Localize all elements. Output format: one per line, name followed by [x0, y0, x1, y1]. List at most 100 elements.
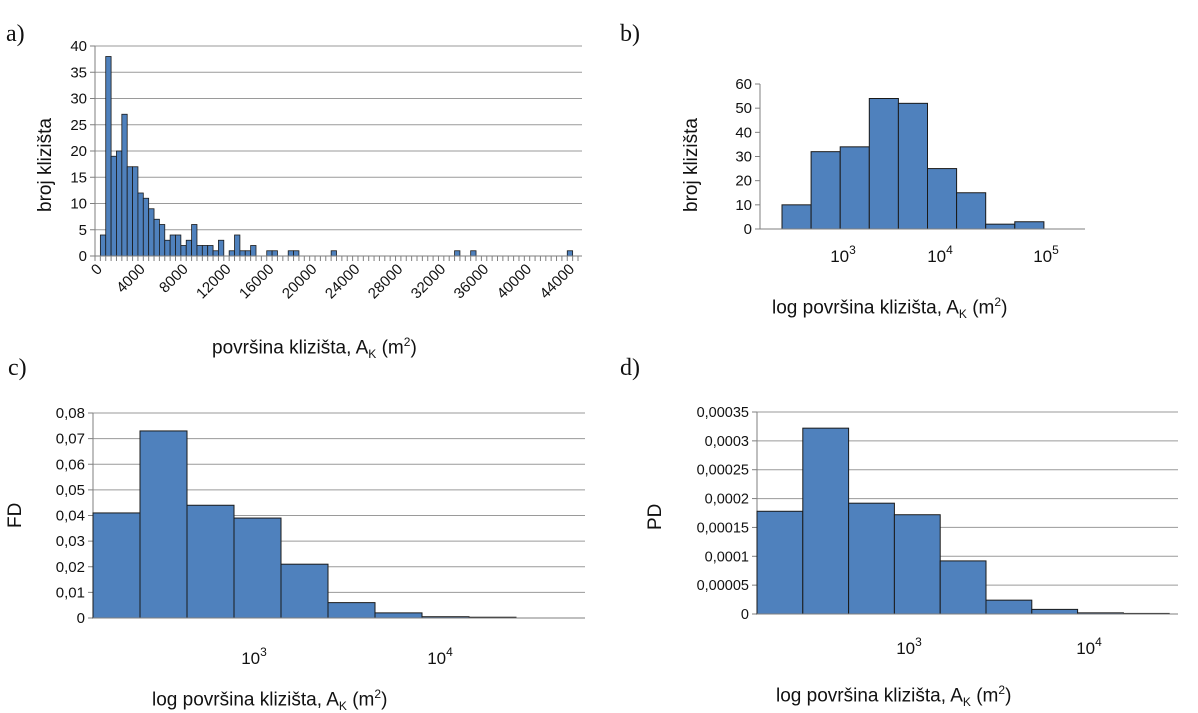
histogram-bar — [985, 599, 1033, 615]
histogram-bar — [287, 250, 294, 257]
x-tick-label: 24000 — [322, 261, 364, 303]
histogram-bar — [566, 250, 574, 257]
histogram-bar — [330, 250, 337, 257]
x-tick-label: 44000 — [537, 261, 579, 303]
histogram-bar — [893, 514, 941, 615]
histogram-bar — [169, 234, 176, 257]
histogram-bar — [233, 517, 282, 619]
y-tick-label: 0 — [79, 248, 87, 265]
histogram-bar — [939, 560, 987, 615]
panel-a-label: a) — [6, 21, 25, 47]
histogram-bar — [839, 146, 870, 230]
y-tick-label: 0,01 — [56, 584, 85, 601]
panel-a-xlabel: površina klizišta, AK (m2) — [212, 335, 417, 362]
y-tick-label: 0,00035 — [697, 405, 749, 421]
histogram-bar — [175, 234, 182, 257]
chart-panel-d: d) PD 0 0,00005 0,0001 0,00015 0,0002 0,00025… — [600, 352, 1198, 713]
histogram-bar — [158, 224, 166, 257]
histogram-bar — [756, 510, 804, 615]
histogram-bar — [374, 612, 423, 619]
histogram-bar — [180, 245, 187, 257]
histogram-bar — [126, 166, 133, 257]
histogram-bar — [280, 563, 329, 619]
y-tick-label: 0,06 — [56, 456, 85, 473]
panel-a-plot: 0 5 10 15 20 25 30 35 40 0 4000 8000 12000 16000 20000… — [70, 38, 582, 303]
y-tick-label: 0,02 — [56, 559, 85, 576]
histogram-bar — [848, 502, 895, 615]
histogram-bar — [92, 512, 141, 619]
x-tick-label: 36000 — [451, 261, 493, 303]
histogram-bar — [218, 239, 225, 257]
y-tick-label: 30 — [735, 149, 752, 166]
histogram-bar — [99, 234, 107, 257]
histogram-bar — [191, 224, 198, 257]
histogram-bar — [802, 427, 850, 615]
y-tick-label: 0,08 — [56, 405, 85, 422]
y-tick-label: 10 — [735, 197, 752, 214]
histogram-bar — [1014, 221, 1045, 230]
x-tick-label: 0 — [88, 261, 106, 279]
y-tick-label: 5 — [79, 222, 87, 239]
x-tick-label: 32000 — [408, 261, 450, 303]
x-tick-label: 8000 — [156, 261, 192, 297]
y-tick-label: 0,00025 — [697, 463, 749, 479]
y-tick-label: 0,0001 — [705, 549, 749, 565]
y-tick-label: 20 — [70, 143, 87, 160]
histogram-bar — [139, 430, 188, 619]
chart-panel-c: c) FD 0 0,01 0,02 0,03 0,04 0,05 0,06 0,07 0,08 1… — [0, 352, 600, 713]
histogram-bar — [810, 151, 841, 230]
histogram-bar — [1031, 608, 1079, 615]
histogram-bar — [105, 56, 112, 257]
histogram-bar — [781, 204, 812, 230]
histogram-bar — [293, 250, 300, 257]
histogram-bar — [868, 98, 899, 230]
histogram-bar — [137, 192, 144, 257]
y-tick-label: 0,05 — [56, 482, 85, 499]
panel-c-xlabel: log površina klizišta, AK (m2) — [152, 687, 388, 713]
y-tick-label: 60 — [735, 76, 752, 93]
histogram-bar — [239, 250, 246, 257]
x-tick-label: 40000 — [494, 261, 536, 303]
x-tick-label: 20000 — [279, 261, 321, 303]
panel-c-plot: 0 0,01 0,02 0,03 0,04 0,05 0,06 0,07 0,08 103 104 — [56, 405, 585, 668]
histogram-bar — [186, 504, 235, 619]
histogram-bar — [454, 250, 461, 257]
y-tick-label: 0,0002 — [705, 492, 749, 508]
y-tick-label: 0 — [77, 610, 85, 627]
chart-panel-b: b) broj klizišta 0 10 20 30 40 50 60 103 104 105 … — [600, 0, 1198, 360]
histogram-bar — [185, 239, 193, 257]
x-tick-label: 103 — [896, 635, 922, 658]
y-tick-label: 0,00005 — [697, 578, 749, 594]
histogram-bar — [927, 168, 958, 230]
y-tick-label: 0,00015 — [697, 520, 749, 536]
y-tick-label: 0,03 — [56, 533, 85, 550]
x-tick-label: 105 — [1033, 243, 1059, 266]
y-tick-label: 0 — [744, 221, 752, 238]
chart-panel-a: a) broj klizišta 0 5 10 15 20 25 30 35 40 0 4000 80… — [0, 0, 600, 360]
histogram-bar — [132, 166, 139, 257]
histogram-bar — [985, 223, 1016, 230]
y-tick-label: 0,04 — [56, 508, 85, 525]
y-tick-label: 25 — [70, 117, 87, 134]
x-tick-label: 104 — [1076, 635, 1102, 658]
histogram-bar — [327, 602, 376, 619]
histogram-bar — [148, 208, 155, 257]
histogram-bar — [212, 250, 219, 257]
panel-b-label: b) — [620, 21, 640, 47]
panel-d-xlabel: log površina klizišta, AK (m2) — [776, 683, 1012, 710]
histogram-bar — [164, 239, 171, 257]
y-tick-label: 50 — [735, 100, 752, 117]
histogram-bar — [897, 102, 928, 230]
x-tick-label: 104 — [927, 243, 953, 266]
histogram-bar — [266, 250, 273, 257]
histogram-bar — [244, 250, 252, 257]
histogram-bar — [207, 245, 214, 257]
x-tick-label: 16000 — [236, 261, 278, 303]
x-tick-label: 103 — [241, 645, 267, 668]
panel-b-plot: 0 10 20 30 40 50 60 103 104 105 — [735, 76, 1085, 266]
histogram-bar — [956, 192, 987, 230]
histogram-bar — [196, 245, 203, 257]
y-tick-label: 0,07 — [56, 431, 85, 448]
histogram-bar — [470, 250, 477, 257]
x-tick-label: 104 — [427, 645, 453, 668]
